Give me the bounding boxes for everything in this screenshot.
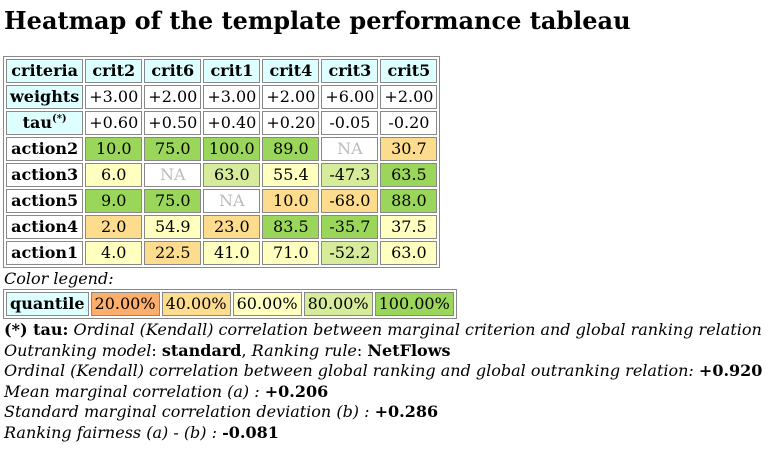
mean-value: +0.206 (264, 381, 329, 401)
heatmap-cell: 83.5 (262, 215, 320, 239)
kendall-value: +0.920 (698, 361, 763, 380)
criterion-header: crit3 (321, 59, 379, 83)
page-title: Heatmap of the template performance tabl… (4, 6, 631, 35)
heatmap-table: criteria crit2 crit6 crit1 crit4 crit3 crit5 we… (3, 56, 441, 268)
legend-swatch: 60.00% (232, 292, 302, 316)
tau-note-text: Ordinal (Kendall) correlation between ma… (73, 320, 762, 339)
heatmap-cell: -68.0 (321, 189, 379, 213)
weight-cell: +2.00 (144, 85, 202, 109)
table-row: action3 6.0 NA 63.0 55.4 -47.3 63.5 (6, 163, 438, 187)
tau-cell: +0.20 (262, 111, 320, 135)
fairness-line: Ranking fairness (a) - (b) : -0.081 (4, 423, 762, 444)
tau-label: tau (22, 113, 52, 132)
fairness-value: -0.081 (222, 422, 279, 442)
legend-swatch: 100.00% (374, 292, 454, 316)
table-row: action4 2.0 54.9 23.0 83.5 -35.7 37.5 (6, 215, 438, 239)
heatmap-cell: 4.0 (85, 241, 143, 265)
tau-note-key: (*) tau: (4, 320, 69, 339)
legend-swatch: 40.00% (161, 292, 231, 316)
action-label: action4 (6, 215, 84, 239)
heatmap-cell: 89.0 (262, 137, 320, 161)
heatmap-cell: 30.7 (380, 137, 438, 161)
tau-cell: +0.50 (144, 111, 202, 135)
heatmap-cell: 71.0 (262, 241, 320, 265)
tau-note: (*) tau: Ordinal (Kendall) correlation b… (4, 320, 762, 341)
model-value: standard (161, 340, 242, 360)
heatmap-cell: 10.0 (262, 189, 320, 213)
std-line: Standard marginal correlation deviation … (4, 402, 762, 423)
heatmap-cell: -35.7 (321, 215, 379, 239)
heatmap-cell: NA (144, 163, 202, 187)
weight-cell: +3.00 (203, 85, 261, 109)
std-label: Standard marginal correlation deviation … (4, 402, 370, 421)
heatmap-cell: 55.4 (262, 163, 320, 187)
weight-cell: +3.00 (85, 85, 143, 109)
table-row: action2 10.0 75.0 100.0 89.0 NA 30.7 (6, 137, 438, 161)
heatmap-cell: 10.0 (85, 137, 143, 161)
heatmap-cell: 63.0 (380, 241, 438, 265)
action-label: action2 (6, 137, 84, 161)
heatmap-cell: 6.0 (85, 163, 143, 187)
rule-value: NetFlows (367, 340, 451, 360)
heatmap-cell: 88.0 (380, 189, 438, 213)
action-label: action3 (6, 163, 84, 187)
heatmap-cell: 54.9 (144, 215, 202, 239)
criterion-header: crit4 (262, 59, 320, 83)
heatmap-cell: 63.0 (203, 163, 261, 187)
heatmap-cell: 75.0 (144, 137, 202, 161)
heatmap-cell: -47.3 (321, 163, 379, 187)
legend-swatch: 80.00% (303, 292, 373, 316)
model-line: Outranking model: standard, Ranking rule… (4, 340, 451, 360)
mean-line: Mean marginal correlation (a) : +0.206 (4, 382, 762, 403)
color-legend: quantile 20.00% 40.00% 60.00% 80.00% 100.00% (3, 289, 457, 319)
table-row: action1 4.0 22.5 41.0 71.0 -52.2 63.0 (6, 241, 438, 265)
action-label: action1 (6, 241, 84, 265)
heatmap-cell: NA (203, 189, 261, 213)
criterion-header: crit2 (85, 59, 143, 83)
tau-cell: -0.05 (321, 111, 379, 135)
heatmap-cell: NA (321, 137, 379, 161)
mean-label: Mean marginal correlation (a) : (4, 381, 260, 401)
legend-title: Color legend: (4, 269, 114, 288)
tau-row: tau(*) +0.60 +0.50 +0.40 +0.20 -0.05 -0.20 (6, 111, 438, 135)
heatmap-cell: 37.5 (380, 215, 438, 239)
heatmap-cell: 2.0 (85, 215, 143, 239)
legend-label: quantile (6, 292, 89, 316)
heatmap-cell: 63.5 (380, 163, 438, 187)
rule-label: Ranking rule (251, 340, 357, 360)
heatmap-cell: 23.0 (203, 215, 261, 239)
criterion-header: crit5 (380, 59, 438, 83)
heatmap-cell: 100.0 (203, 137, 261, 161)
weight-cell: +2.00 (380, 85, 438, 109)
heatmap-cell: 75.0 (144, 189, 202, 213)
heatmap-cell: 22.5 (144, 241, 202, 265)
heatmap-cell: 41.0 (203, 241, 261, 265)
tau-cell: -0.20 (380, 111, 438, 135)
tau-cell: +0.40 (203, 111, 261, 135)
heatmap-cell: 9.0 (85, 189, 143, 213)
weight-cell: +6.00 (321, 85, 379, 109)
criterion-header: crit6 (144, 59, 202, 83)
action-label: action5 (6, 189, 84, 213)
kendall-label: Ordinal (Kendall) correlation between gl… (4, 361, 694, 380)
heatmap-cell: -52.2 (321, 241, 379, 265)
legend-swatch: 20.00% (90, 292, 160, 316)
model-label: Outranking model (4, 340, 152, 360)
notes: (*) tau: Ordinal (Kendall) correlation b… (4, 320, 762, 443)
table-row: action5 9.0 75.0 NA 10.0 -68.0 88.0 (6, 189, 438, 213)
weights-row: weights +3.00 +2.00 +3.00 +2.00 +6.00 +2.00 (6, 85, 438, 109)
weights-label: weights (6, 85, 84, 109)
kendall-line: Ordinal (Kendall) correlation between gl… (4, 361, 762, 382)
criterion-header: crit1 (203, 59, 261, 83)
tau-superscript: (*) (51, 113, 67, 125)
tau-label-cell: tau(*) (6, 111, 84, 135)
corner-cell: criteria (6, 59, 84, 83)
std-value: +0.286 (374, 402, 439, 421)
fairness-label: Ranking fairness (a) - (b) : (4, 422, 218, 442)
weight-cell: +2.00 (262, 85, 320, 109)
header-row: criteria crit2 crit6 crit1 crit4 crit3 crit5 (6, 59, 438, 83)
legend-row: quantile 20.00% 40.00% 60.00% 80.00% 100.00% (6, 292, 454, 316)
tau-cell: +0.60 (85, 111, 143, 135)
